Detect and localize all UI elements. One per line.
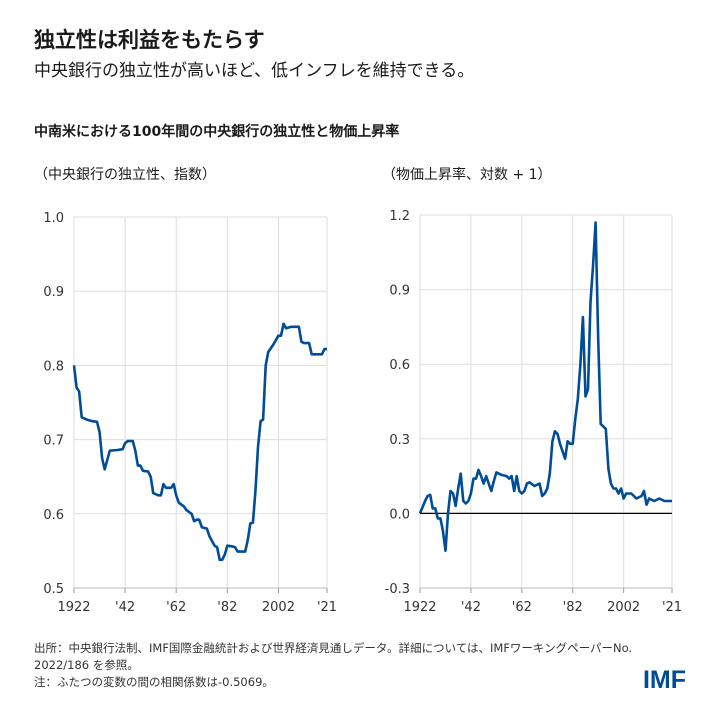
series-line <box>418 221 672 553</box>
series-line <box>72 322 327 562</box>
y-tick-label: 0.8 <box>43 359 64 374</box>
x-tick-label: '42 <box>461 600 481 615</box>
footer-source: 出所：中央銀行法制、IMF国際金融統計および世界経済見通しデータ。詳細については… <box>34 640 634 691</box>
x-tick-label: 2002 <box>262 600 295 615</box>
right-chart-ylabel: （物価上昇率、対数 + 1） <box>382 167 552 183</box>
left-chart-ylabel: （中央銀行の独立性、指数） <box>34 167 216 183</box>
y-tick-label: -0.3 <box>385 582 410 597</box>
y-tick-label: 0.0 <box>389 507 410 522</box>
y-tick-label: 0.6 <box>43 508 64 523</box>
y-tick-label: 1.2 <box>389 209 410 224</box>
x-tick-label: 1922 <box>403 600 436 615</box>
y-tick-label: 0.6 <box>389 358 410 373</box>
x-tick-label: '21 <box>317 600 337 615</box>
source-text: 出所：中央銀行法制、IMF国際金融統計および世界経済見通しデータ。詳細については… <box>34 641 633 672</box>
page-title: 独立性は利益をもたらす <box>34 28 265 52</box>
x-tick-label: '82 <box>217 600 237 615</box>
x-tick-label: '62 <box>166 600 186 615</box>
y-tick-label: 1.0 <box>43 211 64 226</box>
x-tick-label: '62 <box>512 600 532 615</box>
imf-logo: IMF <box>642 666 686 694</box>
x-tick-label: 2002 <box>607 600 640 615</box>
chart-title: 中南米における100年間の中央銀行の独立性と物価上昇率 <box>34 124 400 140</box>
x-tick-label: '21 <box>662 600 682 615</box>
page-subtitle: 中央銀行の独立性が高いほど、低インフレを維持できる。 <box>34 61 475 81</box>
y-tick-label: 0.7 <box>43 434 64 449</box>
x-tick-label: '82 <box>563 600 583 615</box>
y-tick-label: 0.3 <box>389 433 410 448</box>
note-text: 注：ふたつの変数の間の相関係数は-0.5069。 <box>34 675 274 689</box>
y-tick-label: 0.9 <box>389 284 410 299</box>
x-tick-label: '42 <box>115 600 135 615</box>
y-tick-label: 0.9 <box>43 285 64 300</box>
y-tick-label: 0.5 <box>43 582 64 597</box>
x-tick-label: 1922 <box>57 600 90 615</box>
